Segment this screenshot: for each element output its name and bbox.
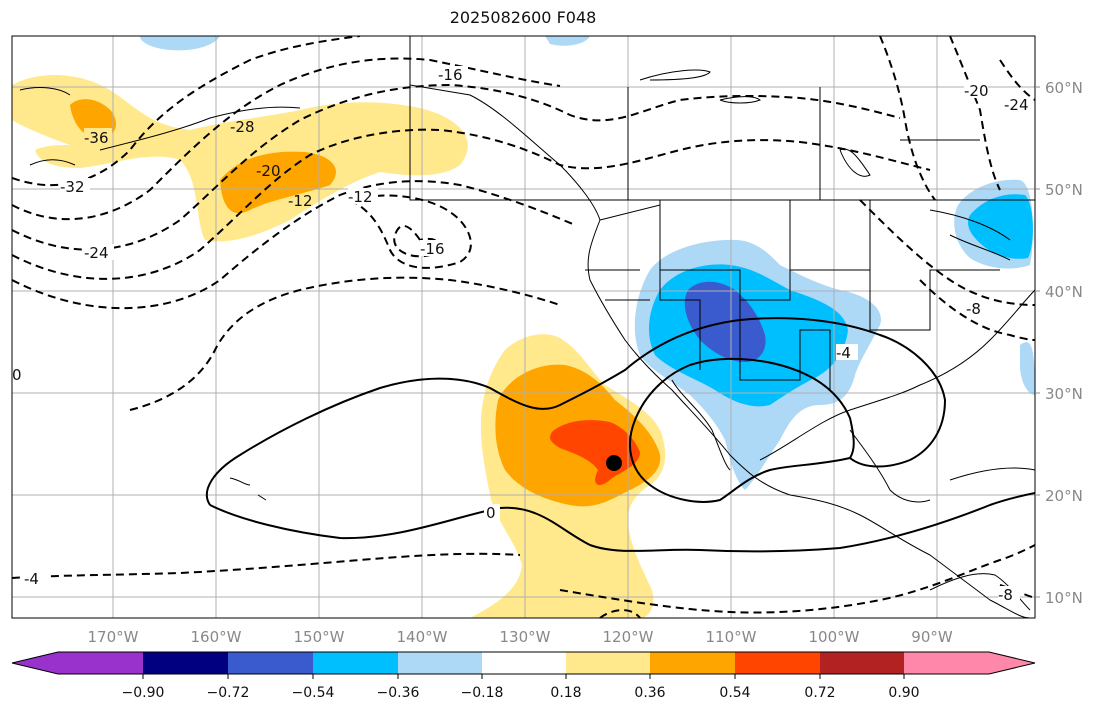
colorbar-tick-label: 0.90 <box>888 685 919 701</box>
storm-center-marker <box>606 455 622 471</box>
contour-label: -32 <box>60 178 85 196</box>
lat-label-60: 60°N <box>1045 79 1083 97</box>
colorbar-tick-label: 0.18 <box>550 685 581 701</box>
lat-label-40: 40°N <box>1045 283 1083 301</box>
map-title: 2025082600 F048 <box>449 8 597 27</box>
colorbar-extend-high <box>989 652 1035 674</box>
latitude-labels: 60°N 50°N 40°N 30°N 20°N 10°N <box>1035 79 1083 607</box>
contour-label: -20 <box>964 82 989 100</box>
colorbar-tick-label: −0.72 <box>207 685 250 701</box>
colorbar-tick-label: −0.54 <box>292 685 335 701</box>
contour-label: -12 <box>348 188 373 206</box>
contour-label: -24 <box>84 244 109 262</box>
contour-label: -4 <box>836 344 851 362</box>
lon-label-150w: 150°W <box>294 628 345 646</box>
lat-label-30: 30°N <box>1045 385 1083 403</box>
contour-label: 0 <box>486 504 496 522</box>
contour-label: -16 <box>438 66 463 84</box>
contour-lines <box>12 36 1035 618</box>
lat-label-50: 50°N <box>1045 181 1083 199</box>
coastlines <box>19 36 1035 618</box>
lon-label-160w: 160°W <box>191 628 242 646</box>
lon-label-120w: 120°W <box>603 628 654 646</box>
contour-label: -36 <box>84 129 109 147</box>
colorbar-extend-low <box>12 652 58 674</box>
longitude-labels: 170°W 160°W 150°W 140°W 130°W 120°W 110°… <box>88 628 953 646</box>
lon-label-110w: 110°W <box>706 628 757 646</box>
graticule <box>12 36 1035 618</box>
contour-label: -4 <box>24 570 39 588</box>
lon-label-170w: 170°W <box>88 628 139 646</box>
colorbar-tick-label: −0.90 <box>122 685 165 701</box>
colorbar-tick-label: 0.72 <box>804 685 835 701</box>
contour-label: -12 <box>288 192 313 210</box>
map-frame <box>11 35 1036 619</box>
lon-label-100w: 100°W <box>809 628 860 646</box>
contour-label: -28 <box>230 118 255 136</box>
colorbar-tick-label: 0.54 <box>719 685 750 701</box>
contour-label: -16 <box>420 240 445 258</box>
shaded-field <box>12 36 1035 618</box>
colorbar: −0.90 −0.72 −0.54 −0.36 −0.18 0.18 0.36 … <box>11 651 1036 701</box>
colorbar-tick-label: 0.36 <box>634 685 665 701</box>
lat-label-20: 20°N <box>1045 487 1083 505</box>
lon-label-140w: 140°W <box>397 628 448 646</box>
lon-label-130w: 130°W <box>500 628 551 646</box>
contour-label-group: -36 -32 -28 -24 -20 -16 -16 -12 -12 -20 … <box>12 66 1029 604</box>
lon-label-90w: 90°W <box>911 628 953 646</box>
contour-label: -8 <box>998 586 1013 604</box>
contour-label: -8 <box>966 300 981 318</box>
lat-label-10: 10°N <box>1045 589 1083 607</box>
colorbar-tick-label: −0.36 <box>377 685 420 701</box>
contour-label: -24 <box>1004 96 1029 114</box>
colorbar-tick-label: −0.18 <box>461 685 504 701</box>
contour-label: 0 <box>12 366 22 384</box>
contour-label: -20 <box>256 162 281 180</box>
